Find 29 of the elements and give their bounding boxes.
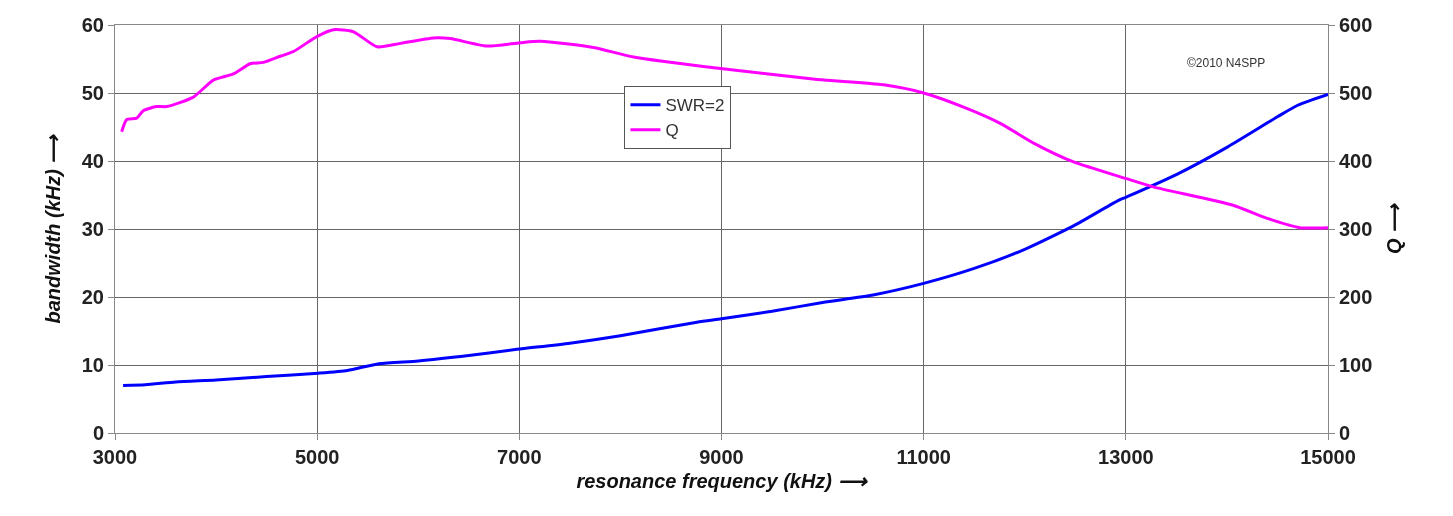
y2-tick-label: 100 bbox=[1339, 354, 1373, 376]
y2-tick-label: 400 bbox=[1339, 150, 1373, 172]
x-tick-label: 11000 bbox=[896, 446, 951, 468]
y-tick-label: 10 bbox=[81, 354, 104, 376]
y-axis-title: bandwidth (kHz) ⟶ bbox=[42, 133, 65, 324]
y2-tick-label: 600 bbox=[1339, 14, 1373, 36]
x-tick-label: 5000 bbox=[294, 446, 340, 468]
y-tick-label: 20 bbox=[81, 286, 104, 308]
line-series bbox=[121, 92, 1328, 387]
y2-tick-label: 0 bbox=[1339, 422, 1351, 444]
y-tick-label: 60 bbox=[81, 14, 104, 36]
y2-axis-title: Q ⟶ bbox=[1382, 202, 1405, 255]
x-tick-label: 13000 bbox=[1098, 446, 1154, 468]
y2-tick-label: 500 bbox=[1339, 82, 1373, 104]
x-tick-label: 7000 bbox=[497, 446, 542, 468]
y-tick-label: 40 bbox=[81, 150, 104, 172]
x-tick-label: 15000 bbox=[1300, 446, 1356, 468]
y2-tick-label: 200 bbox=[1339, 286, 1373, 308]
y2-tick-label: 300 bbox=[1339, 218, 1373, 240]
line-series bbox=[120, 28, 1328, 230]
annotation: ©2010 N4SPP bbox=[1187, 56, 1266, 70]
x-axis-title: resonance frequency (kHz) ⟶ bbox=[576, 469, 868, 492]
x-tick-label: 9000 bbox=[699, 446, 744, 468]
legend-label: Q bbox=[665, 121, 679, 141]
y-tick-label: 0 bbox=[92, 422, 104, 444]
legend-label: SWR=2 bbox=[665, 96, 725, 116]
y-tick-label: 30 bbox=[81, 218, 104, 240]
y-tick-label: 50 bbox=[81, 82, 104, 104]
x-tick-label: 3000 bbox=[92, 446, 138, 468]
